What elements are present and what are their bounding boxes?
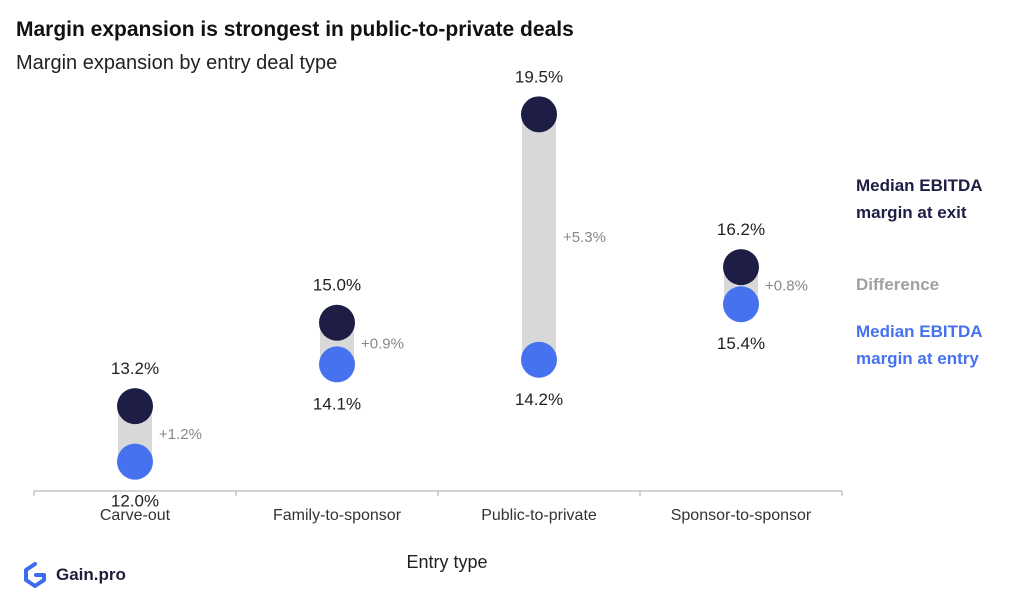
- exit-value-label: 13.2%: [111, 359, 159, 378]
- chart-title: Margin expansion is strongest in public-…: [16, 18, 574, 41]
- entry-dot: [319, 346, 355, 383]
- exit-dot: [117, 388, 153, 425]
- exit-value-label: 15.0%: [313, 276, 361, 295]
- exit-dot: [521, 96, 557, 133]
- difference-label: +0.8%: [765, 278, 808, 295]
- exit-dot: [723, 249, 759, 286]
- exit-dot: [319, 304, 355, 341]
- entry-value-label: 14.1%: [313, 394, 361, 413]
- entry-value-label: 12.0%: [111, 492, 159, 511]
- entry-dot: [723, 286, 759, 323]
- chart-subtitle: Margin expansion by entry deal type: [16, 52, 338, 74]
- exit-value-label: 16.2%: [717, 220, 765, 239]
- entry-dot: [117, 443, 153, 480]
- brand-logo: Gain.pro: [22, 562, 126, 588]
- entry-dot: [521, 341, 557, 378]
- difference-label: +1.2%: [159, 426, 202, 443]
- x-tick-label: Public-to-private: [481, 507, 597, 524]
- exit-value-label: 19.5%: [515, 67, 563, 86]
- x-tick-label: Sponsor-to-sponsor: [671, 507, 812, 524]
- brand-name: Gain.pro: [56, 565, 126, 584]
- difference-bar: [522, 114, 556, 360]
- legend-entry: Median EBITDA margin at entry: [856, 322, 982, 368]
- legend-difference: Difference: [856, 275, 940, 294]
- entry-value-label: 15.4%: [717, 334, 765, 353]
- x-tick-label: Carve-out: [100, 507, 171, 524]
- entry-value-label: 14.2%: [515, 390, 563, 409]
- x-tick-label: Family-to-sponsor: [273, 507, 402, 524]
- gain-pro-logo-icon: [24, 562, 46, 588]
- difference-label: +5.3%: [563, 229, 606, 246]
- difference-label: +0.9%: [361, 336, 404, 353]
- x-axis-title: Entry type: [406, 552, 487, 572]
- legend-exit: Median EBITDA margin at exit: [856, 176, 982, 222]
